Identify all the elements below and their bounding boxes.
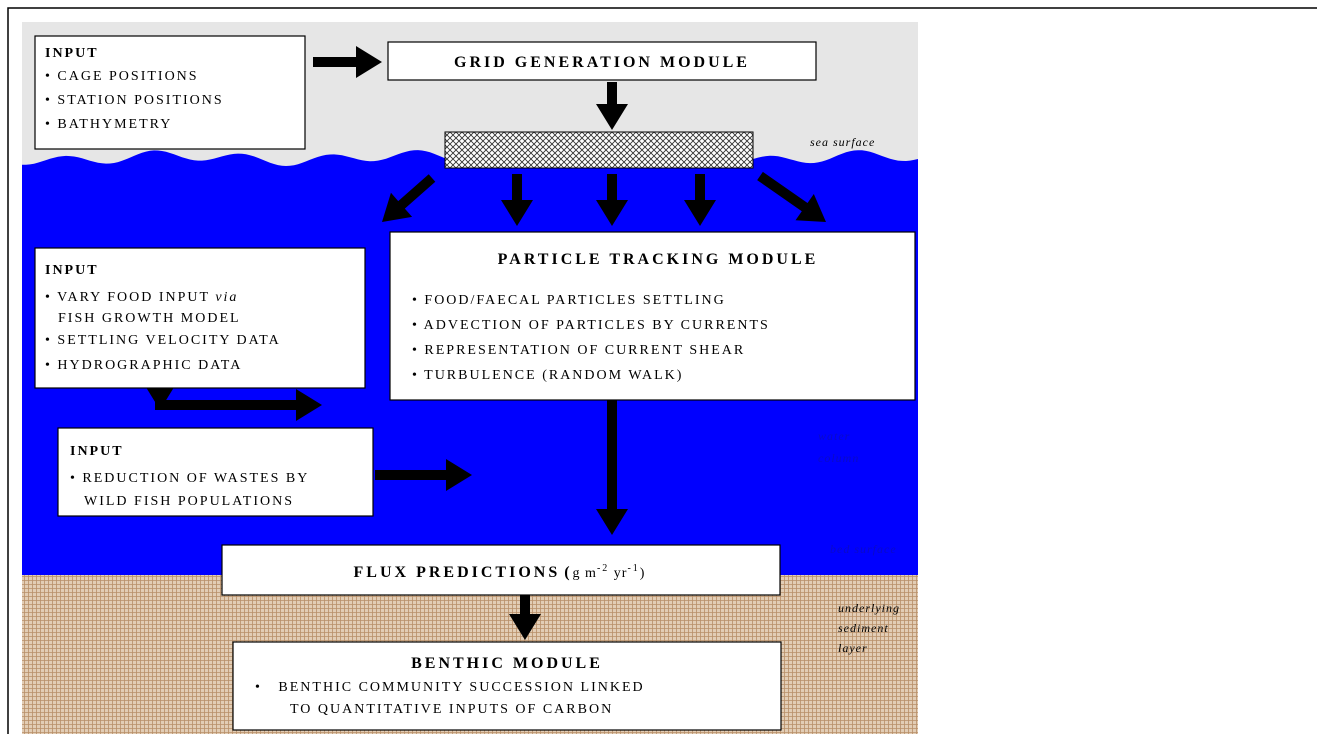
box-title: INPUT <box>70 444 124 459</box>
item: • REDUCTION OF WASTES BY <box>70 471 309 486</box>
flux-exp: -2 <box>597 563 609 574</box>
box-title: INPUT <box>45 46 99 61</box>
item: • STATION POSITIONS <box>45 93 224 108</box>
item: • CAGE POSITIONS <box>45 69 199 84</box>
item: • HYDROGRAPHIC DATA <box>45 358 242 373</box>
item: • SETTLING VELOCITY DATA <box>45 333 281 348</box>
flux-label: FLUX PREDICTIONS <box>354 564 561 581</box>
box-title: BENTHIC MODULE <box>411 655 603 672</box>
item: FISH GROWTH MODEL <box>58 311 241 326</box>
cage-net <box>445 132 753 168</box>
item-emphasis: via <box>215 290 238 305</box>
item: WILD FISH POPULATIONS <box>84 494 294 509</box>
diagram: INPUT • CAGE POSITIONS • STATION POSITIO… <box>0 0 1317 734</box>
item-text: • VARY FOOD INPUT <box>45 290 215 305</box>
box-title: INPUT <box>45 263 99 278</box>
item: • REPRESENTATION OF CURRENT SHEAR <box>412 343 745 358</box>
flux-unit: yr <box>609 566 627 581</box>
item: • VARY FOOD INPUT via <box>45 290 238 305</box>
zone-label: underlying <box>838 601 900 615</box>
box-title: PARTICLE TRACKING MODULE <box>498 251 819 268</box>
item: • BENTHIC COMMUNITY SUCCESSION LINKED <box>255 680 645 695</box>
item: • BATHYMETRY <box>45 117 172 132</box>
zone-label: sea surface <box>810 135 875 149</box>
zone-label: water <box>818 429 850 443</box>
zone-label: layer <box>838 641 868 655</box>
item: • FOOD/FAECAL PARTICLES SETTLING <box>412 293 726 308</box>
zone-label: column <box>818 451 859 465</box>
item: TO QUANTITATIVE INPUTS OF CARBON <box>290 702 613 717</box>
box-title: GRID GENERATION MODULE <box>454 54 750 71</box>
zone-label: bed surface <box>830 542 897 556</box>
zone-label: sediment <box>838 621 889 635</box>
flux-paren: ) <box>640 566 647 581</box>
flux-paren: ( <box>564 564 572 581</box>
flux-unit: g m <box>573 566 597 581</box>
item: • TURBULENCE (RANDOM WALK) <box>412 368 683 383</box>
flux-exp: -1 <box>627 563 639 574</box>
item: • ADVECTION OF PARTICLES BY CURRENTS <box>412 318 770 333</box>
